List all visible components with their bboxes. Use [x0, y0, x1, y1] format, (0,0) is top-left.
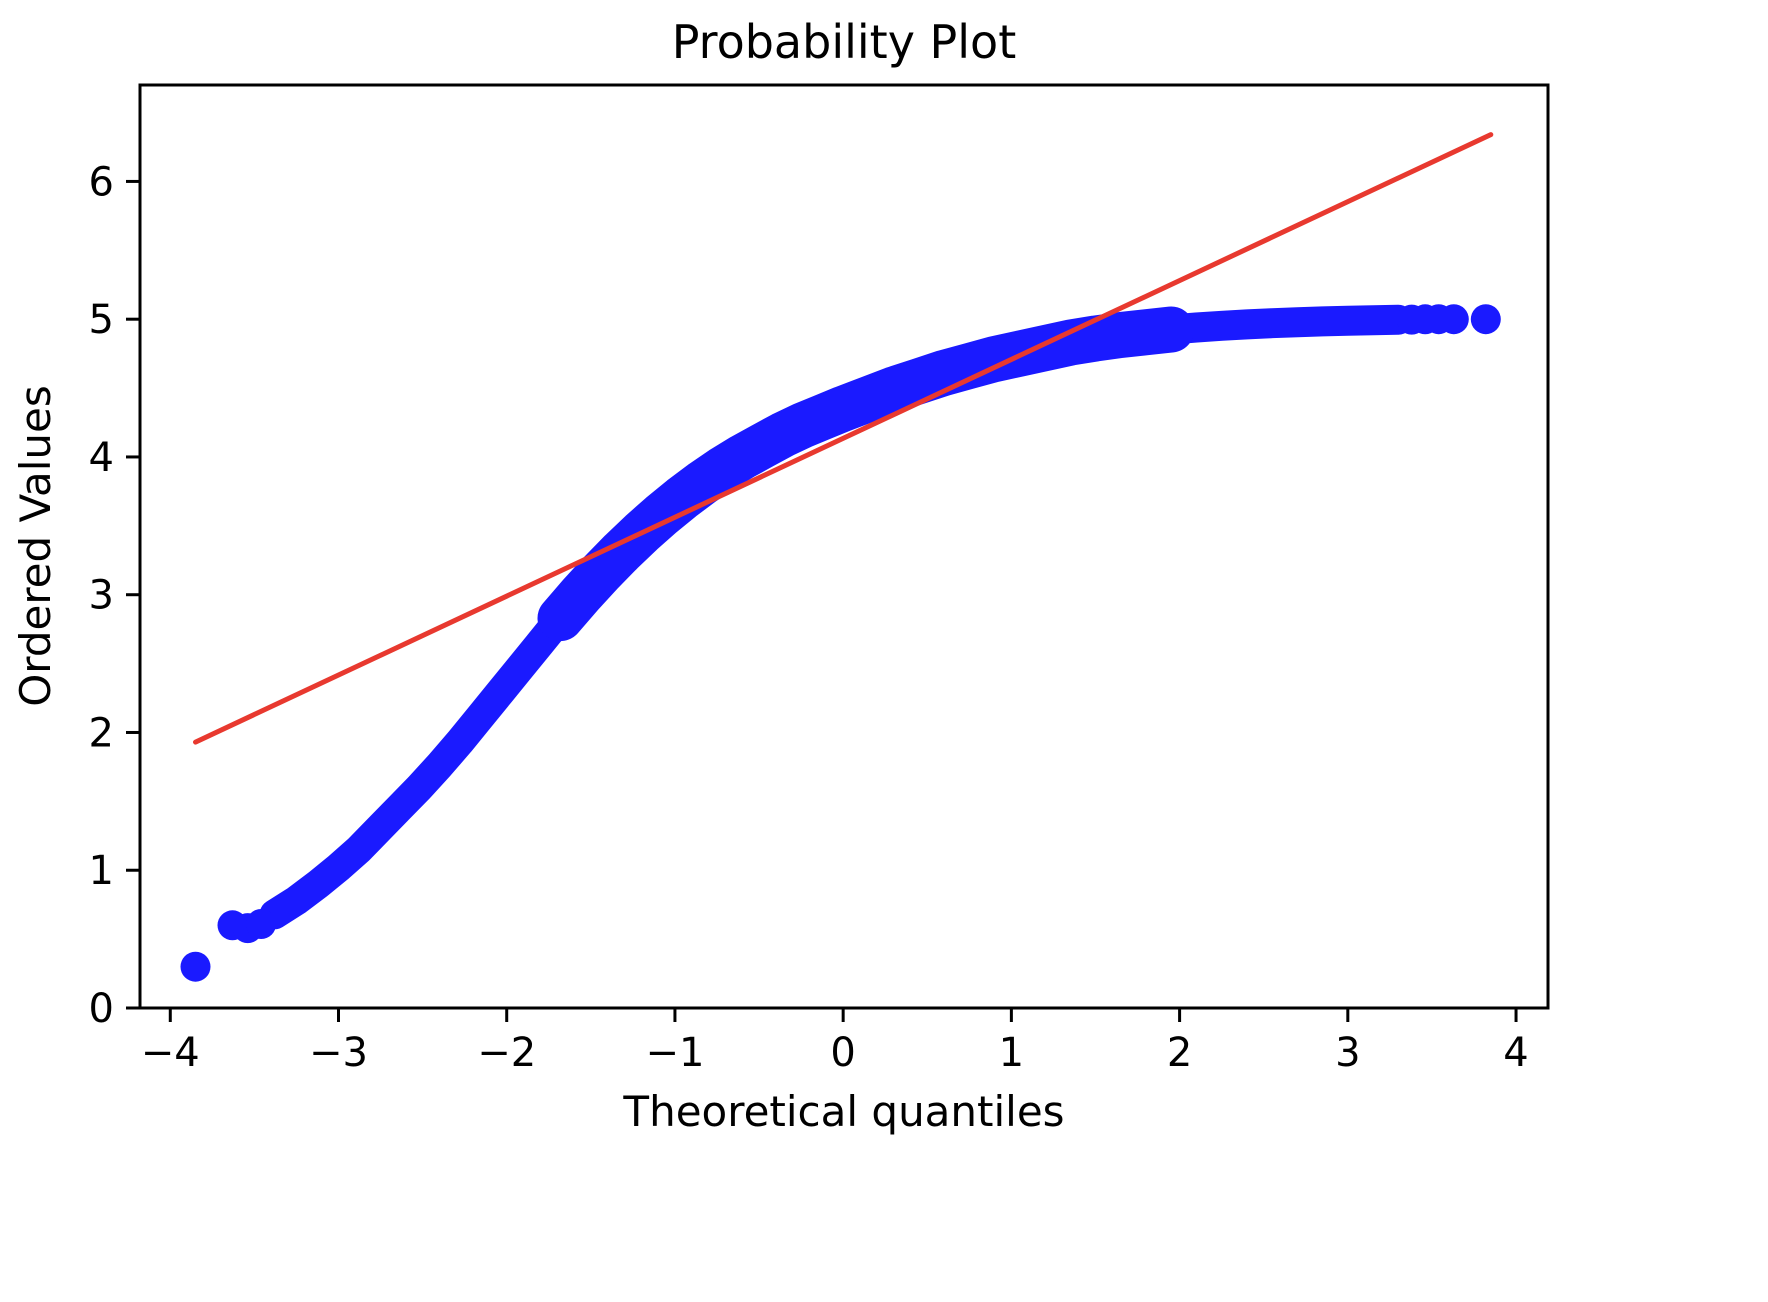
y-tick-label: 0: [89, 986, 114, 1032]
scatter-series: [180, 304, 1501, 982]
x-axis-ticks: −4 −3 −2 −1 0 1 2 3 4: [141, 1008, 1529, 1076]
data-point: [246, 909, 277, 939]
data-point: [1438, 304, 1469, 335]
fit-line: [193, 132, 1494, 745]
x-tick-label: −4: [141, 1030, 200, 1076]
y-tick-label: 2: [89, 710, 114, 756]
x-tick-label: −3: [309, 1030, 368, 1076]
x-tick-label: 3: [1335, 1030, 1360, 1076]
x-axis-label: Theoretical quantiles: [622, 1087, 1064, 1136]
x-tick-label: 4: [1503, 1030, 1528, 1076]
y-axis-ticks: 0 1 2 3 4 5 6: [89, 159, 140, 1032]
y-tick-label: 6: [89, 159, 114, 205]
y-tick-label: 5: [89, 297, 114, 343]
chart-title: Probability Plot: [672, 15, 1016, 69]
x-tick-label: −2: [477, 1030, 536, 1076]
x-tick-label: 0: [830, 1030, 855, 1076]
y-tick-label: 1: [89, 848, 114, 894]
x-tick-label: 2: [1167, 1030, 1192, 1076]
x-tick-label: 1: [999, 1030, 1024, 1076]
y-tick-label: 3: [89, 573, 114, 619]
data-point: [1470, 304, 1501, 335]
scatter-band-dense: [537, 306, 1195, 642]
y-axis-label: Ordered Values: [11, 385, 60, 707]
y-tick-label: 4: [89, 435, 114, 481]
fit-line-series: [193, 132, 1494, 745]
x-tick-label: −1: [645, 1030, 704, 1076]
data-point: [180, 951, 211, 982]
